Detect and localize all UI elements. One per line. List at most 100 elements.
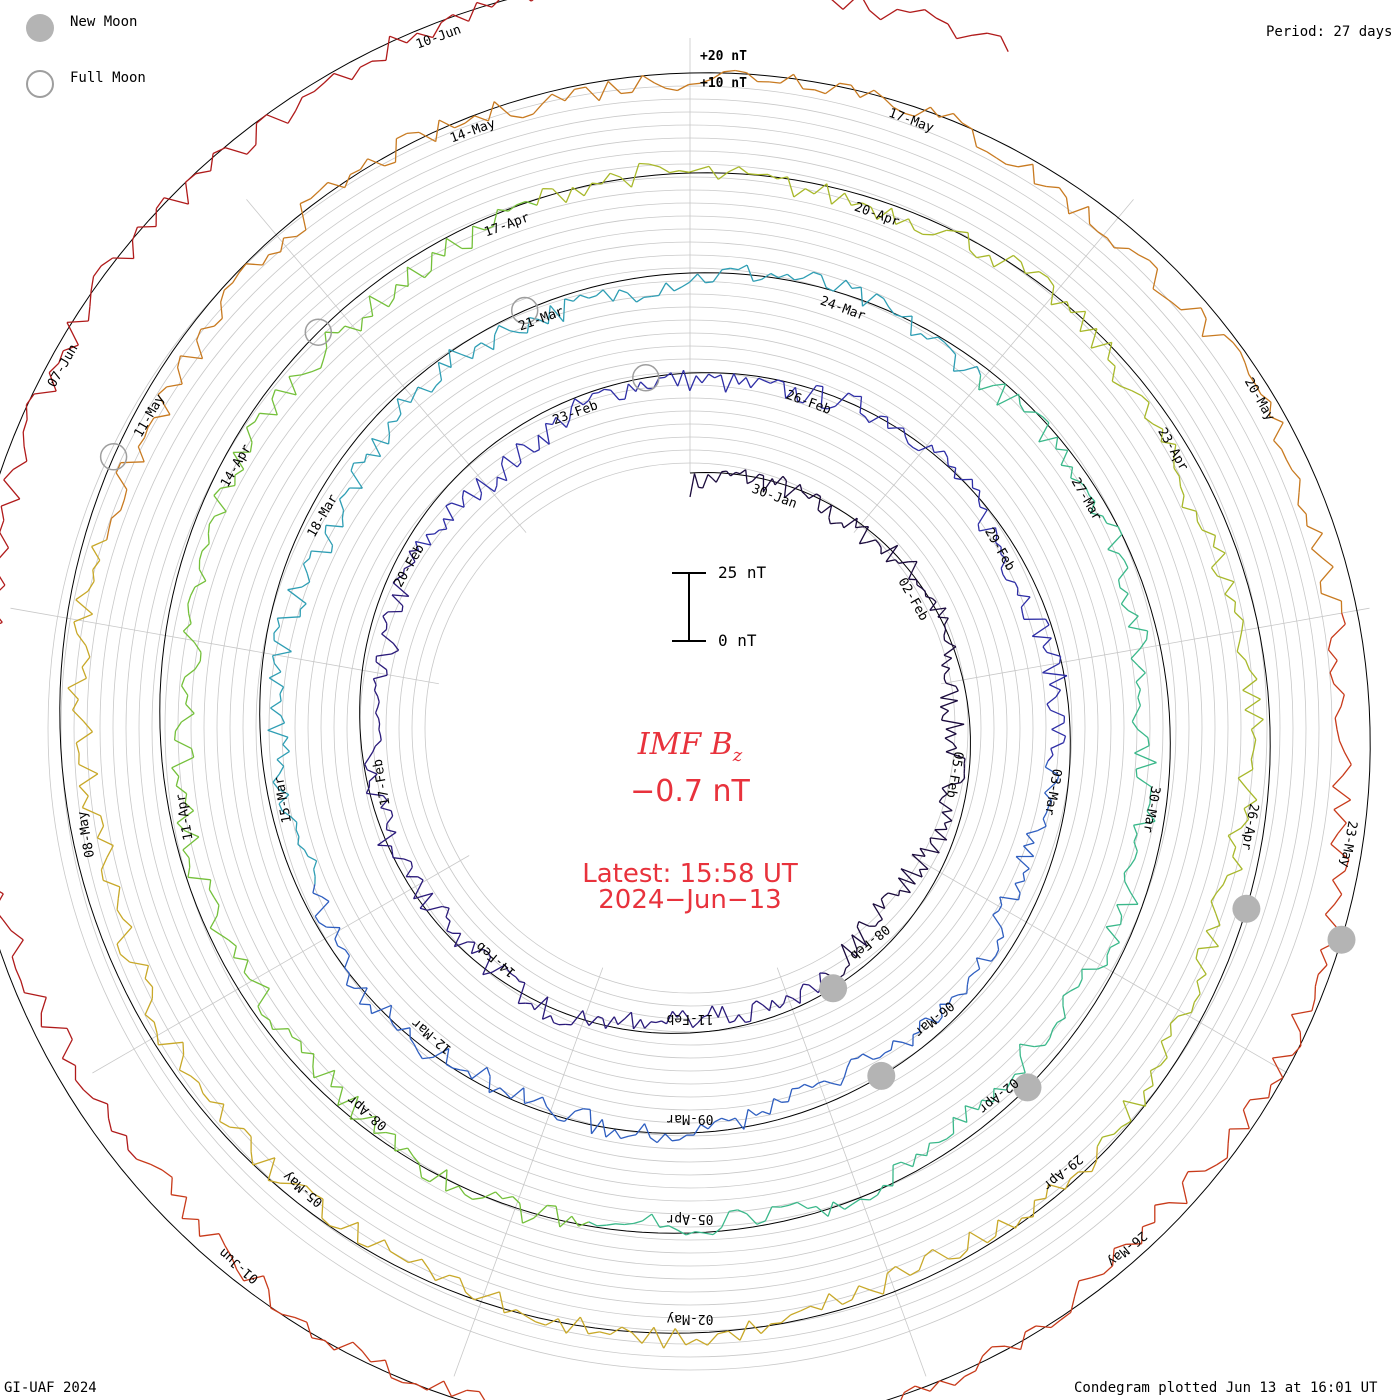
trace-segment [1147,737,1150,746]
trace-segment [357,1242,368,1248]
trace-segment [1097,231,1108,239]
trace-segment [185,695,189,705]
trace-segment [1107,533,1123,550]
trace-segment [352,1341,363,1352]
trace-segment [753,278,762,283]
trace-segment [333,1341,354,1351]
trace-segment [1160,1057,1168,1066]
trace-segment [62,344,79,352]
trace-segment [756,1220,766,1225]
trace-segment [488,1076,491,1093]
trace-segment [374,707,379,714]
trace-segment [1056,775,1060,782]
trace-segment [615,1223,625,1226]
trace-segment [1169,1023,1172,1036]
trace-segment [852,1198,861,1205]
trace-segment [729,1209,738,1213]
trace-segment [533,1204,548,1219]
trace-segment [435,1274,450,1282]
trace-segment [627,383,637,393]
trace-segment [1042,672,1068,677]
trace-segment [721,1211,730,1228]
trace-segment [1338,740,1346,753]
trace-segment [282,744,290,752]
trace-segment [271,389,276,400]
trace-segment [1139,639,1148,650]
trace-segment [635,381,642,392]
trace-segment [595,289,604,297]
trace-segment [557,1318,567,1334]
trace-segment [908,218,915,231]
trace-segment [0,914,4,921]
trace-segment [243,971,251,980]
trace-segment [280,237,285,253]
trace-segment [1150,1064,1161,1072]
trace-segment [1037,825,1047,832]
trace-segment [1055,437,1059,450]
trace-segment [1014,1072,1026,1075]
trace-segment [405,866,413,878]
trace-segment [479,493,483,501]
trace-segment [714,374,722,379]
trace-segment [147,417,155,428]
trace-segment [549,305,565,323]
trace-segment [358,987,368,1005]
trace-segment [349,1096,359,1120]
trace-segment [958,992,967,996]
trace-segment [781,1101,789,1103]
trace-segment [413,386,419,396]
trace-segment [927,336,939,340]
trace-segment [219,933,229,941]
trace-segment [827,405,836,410]
trace-segment [1038,422,1050,443]
trace-segment [1149,1070,1154,1086]
trace-segment [380,800,388,809]
trace-segment [277,788,290,796]
trace-segment [1236,651,1247,661]
trace-segment [730,267,739,271]
trace-segment [1333,683,1345,696]
trace-segment [1123,560,1129,569]
trace-segment [182,849,190,859]
trace-segment [929,1380,941,1392]
full-moon-marker [510,296,539,325]
trace-segment [272,781,279,790]
trace-segment [956,34,973,40]
trace-segment [220,302,223,319]
trace-segment [925,1017,939,1024]
trace-segment [393,284,397,299]
trace-segment [896,8,911,14]
trace-segment [1119,587,1129,595]
trace-segment [844,192,852,206]
trace-segment [106,845,114,858]
trace-segment [1224,593,1236,603]
trace-segment [287,110,297,124]
trace-segment [272,773,280,783]
trace-segment [413,888,420,900]
trace-segment [232,452,245,470]
trace-segment [508,204,517,212]
trace-segment [756,1000,764,1006]
new-moon-marker [867,1061,896,1090]
date-tick-label: 14-May [448,116,497,146]
trace-segment [681,281,690,288]
radial-spokes [10,38,1370,1377]
trace-segment [579,1316,589,1335]
trace-segment [359,1003,371,1006]
trace-segment [392,577,399,584]
trace-segment [0,531,10,549]
trace-segment [1145,630,1149,640]
trace-segment [631,1332,643,1344]
trace-segment [676,1229,687,1236]
trace-segment [507,969,512,975]
trace-segment [656,1133,666,1144]
trace-segment [301,371,312,376]
trace-segment [187,604,190,614]
trace-segment [300,1041,303,1053]
trace-segment [1051,722,1065,730]
radial-spoke [246,199,527,533]
trace-segment [402,1381,416,1385]
trace-segment [943,823,948,830]
trace-segment [397,1027,411,1031]
trace-segment [755,1110,763,1116]
